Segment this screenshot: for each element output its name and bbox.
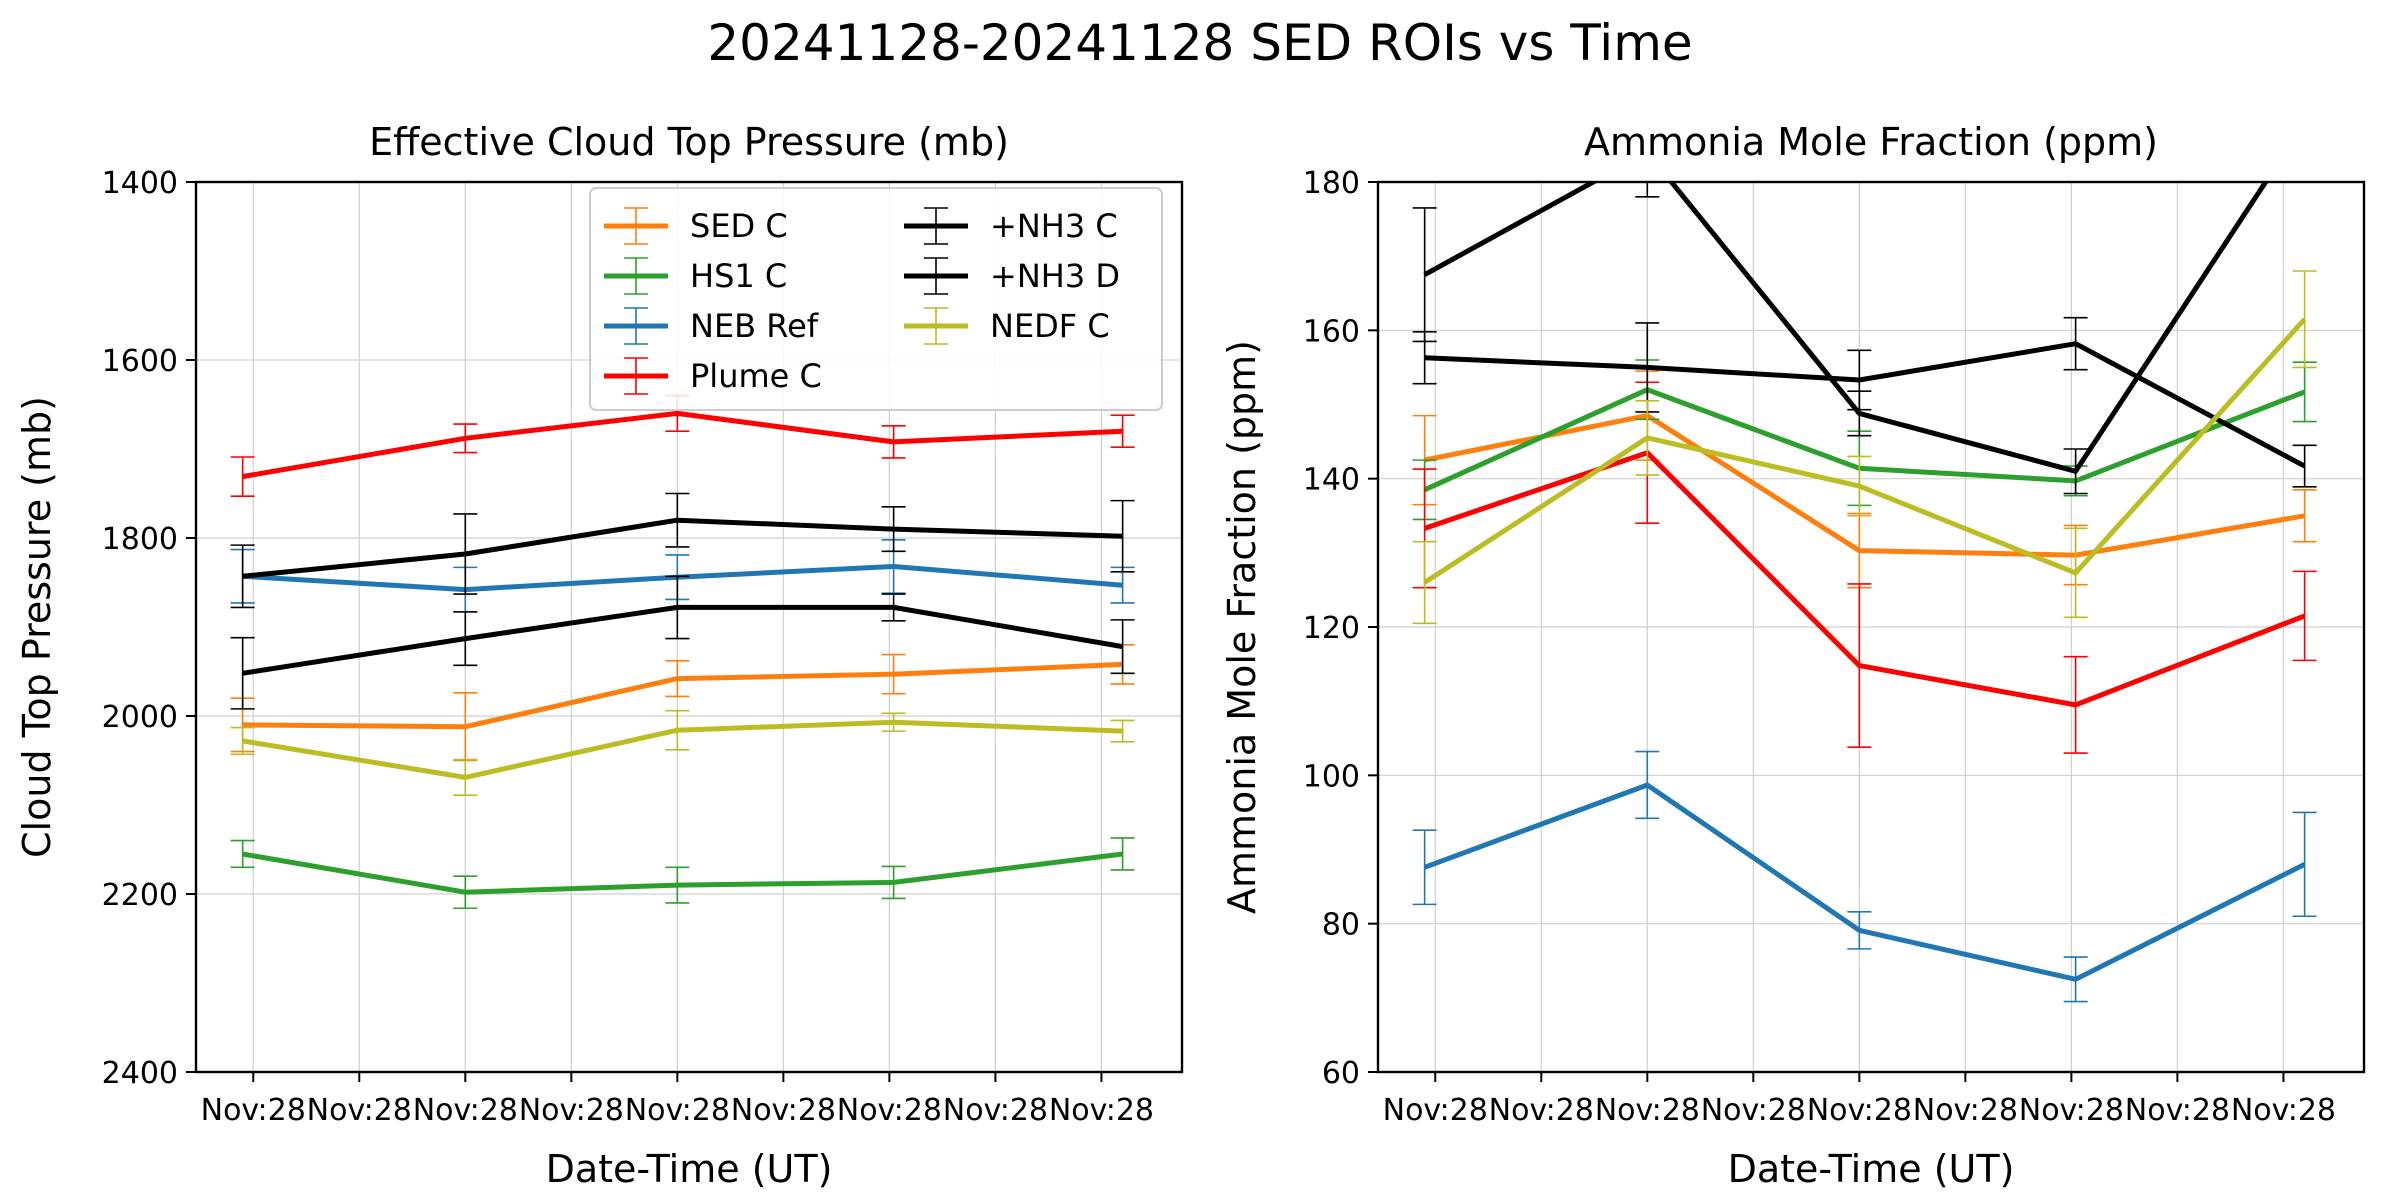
x-tick-label: Nov:28 bbox=[943, 1093, 1048, 1128]
series-line bbox=[242, 517, 1123, 579]
legend-entry: NEB Ref bbox=[604, 307, 819, 345]
series-line bbox=[1423, 782, 2306, 982]
x-tick-label: Nov:28 bbox=[1383, 1093, 1488, 1128]
legend-entry: NEDF C bbox=[904, 307, 1110, 345]
series bbox=[1412, 182, 2269, 495]
series-group bbox=[230, 394, 1135, 910]
x-tick-label: Nov:28 bbox=[201, 1093, 306, 1128]
series-line bbox=[242, 661, 1123, 730]
series-line bbox=[242, 410, 1123, 480]
y-tick-label: 1400 bbox=[102, 166, 178, 201]
figure-title: 20241128-20241128 SED ROIs vs Time bbox=[707, 14, 1692, 72]
y-tick-label: 2000 bbox=[102, 700, 178, 735]
series-line bbox=[242, 604, 1124, 676]
cloud-top-pressure-chart: Nov:28 Nov:28 Nov:28 Nov:28 Nov:28 Nov:28 Nov:… bbox=[15, 120, 1184, 1191]
series-line bbox=[242, 851, 1123, 895]
x-tick-label: Nov:28 bbox=[2231, 1093, 2336, 1128]
tick-group: Nov:28 Nov:28 Nov:28 Nov:28 Nov:28 Nov:28 Nov:… bbox=[1303, 166, 2336, 1128]
series-line bbox=[1423, 387, 2306, 493]
series-line bbox=[1423, 317, 2307, 585]
series-line bbox=[1424, 341, 2306, 469]
legend: SED C HS1 C NEB Ref Plume C +NH3 C +NH3 D NEDF… bbox=[589, 187, 1163, 411]
series bbox=[1412, 270, 2317, 625]
y-tick-label: 100 bbox=[1303, 759, 1360, 794]
legend-entry: +NH3 D bbox=[904, 257, 1120, 295]
legend-entry: +NH3 C bbox=[904, 207, 1118, 245]
series bbox=[1412, 750, 2317, 1003]
y-tick-label: 60 bbox=[1322, 1056, 1360, 1091]
series-line bbox=[242, 564, 1123, 593]
series bbox=[230, 837, 1135, 910]
series bbox=[1412, 316, 2317, 488]
legend-label: Plume C bbox=[690, 357, 822, 395]
x-axis-label: Date-Time (UT) bbox=[546, 1147, 833, 1191]
legend-label: SED C bbox=[690, 207, 788, 245]
plot-frame bbox=[194, 180, 1184, 1074]
legend-entry: SED C bbox=[604, 207, 788, 245]
x-tick-label: Nov:28 bbox=[1701, 1093, 1806, 1128]
legend-label: NEB Ref bbox=[690, 307, 819, 345]
x-axis-label: Date-Time (UT) bbox=[1728, 1147, 2015, 1191]
legend-label: +NH3 D bbox=[990, 257, 1120, 295]
x-tick-label: Nov:28 bbox=[731, 1093, 836, 1128]
series-line bbox=[1423, 182, 2269, 474]
x-tick-label: Nov:28 bbox=[1913, 1093, 2018, 1128]
series bbox=[230, 643, 1135, 762]
y-tick-label: 80 bbox=[1322, 908, 1360, 943]
y-tick-label: 1800 bbox=[102, 522, 178, 557]
y-tick-label: 160 bbox=[1303, 314, 1360, 349]
y-axis-label: Cloud Top Pressure (mb) bbox=[15, 396, 59, 858]
series bbox=[1412, 370, 2317, 589]
x-tick-label: Nov:28 bbox=[1595, 1093, 1700, 1128]
grid-lines bbox=[1378, 181, 2364, 1073]
series-line bbox=[1424, 413, 2306, 558]
legend-label: HS1 C bbox=[690, 257, 787, 295]
x-tick-label: Nov:28 bbox=[1489, 1093, 1594, 1128]
legend-label: NEDF C bbox=[990, 307, 1110, 345]
x-tick-label: Nov:28 bbox=[1049, 1093, 1154, 1128]
y-tick-label: 2200 bbox=[102, 878, 178, 913]
series-line bbox=[242, 719, 1123, 780]
series-group bbox=[1412, 182, 2317, 1003]
panel-title: Effective Cloud Top Pressure (mb) bbox=[369, 120, 1009, 164]
x-tick-label: Nov:28 bbox=[625, 1093, 730, 1128]
panel-title: Ammonia Mole Fraction (ppm) bbox=[1584, 120, 2158, 164]
y-tick-label: 1600 bbox=[102, 344, 178, 379]
series bbox=[230, 575, 1135, 710]
x-tick-label: Nov:28 bbox=[2125, 1093, 2230, 1128]
y-tick-label: 120 bbox=[1303, 611, 1360, 646]
x-tick-label: Nov:28 bbox=[519, 1093, 624, 1128]
x-tick-label: Nov:28 bbox=[307, 1093, 412, 1128]
x-tick-label: Nov:28 bbox=[2019, 1093, 2124, 1128]
legend-entry: Plume C bbox=[604, 357, 822, 395]
y-tick-label: 2400 bbox=[102, 1056, 178, 1091]
x-tick-label: Nov:28 bbox=[413, 1093, 518, 1128]
x-tick-label: Nov:28 bbox=[837, 1093, 942, 1128]
series-line bbox=[1423, 450, 2306, 708]
ammonia-mole-fraction-chart: Nov:28 Nov:28 Nov:28 Nov:28 Nov:28 Nov:28 Nov:… bbox=[1220, 120, 2366, 1191]
tick-group: Nov:28 Nov:28 Nov:28 Nov:28 Nov:28 Nov:28 Nov:… bbox=[102, 166, 1154, 1128]
series bbox=[1412, 359, 2317, 521]
legend-label: +NH3 C bbox=[990, 207, 1118, 245]
series bbox=[230, 709, 1135, 797]
x-tick-label: Nov:28 bbox=[1807, 1093, 1912, 1128]
series bbox=[230, 492, 1135, 609]
legend-box bbox=[589, 187, 1163, 411]
legend-entry: HS1 C bbox=[604, 257, 787, 295]
y-axis-label: Ammonia Mole Fraction (ppm) bbox=[1220, 340, 1264, 914]
y-tick-label: 140 bbox=[1303, 463, 1360, 498]
y-tick-label: 180 bbox=[1303, 166, 1360, 201]
